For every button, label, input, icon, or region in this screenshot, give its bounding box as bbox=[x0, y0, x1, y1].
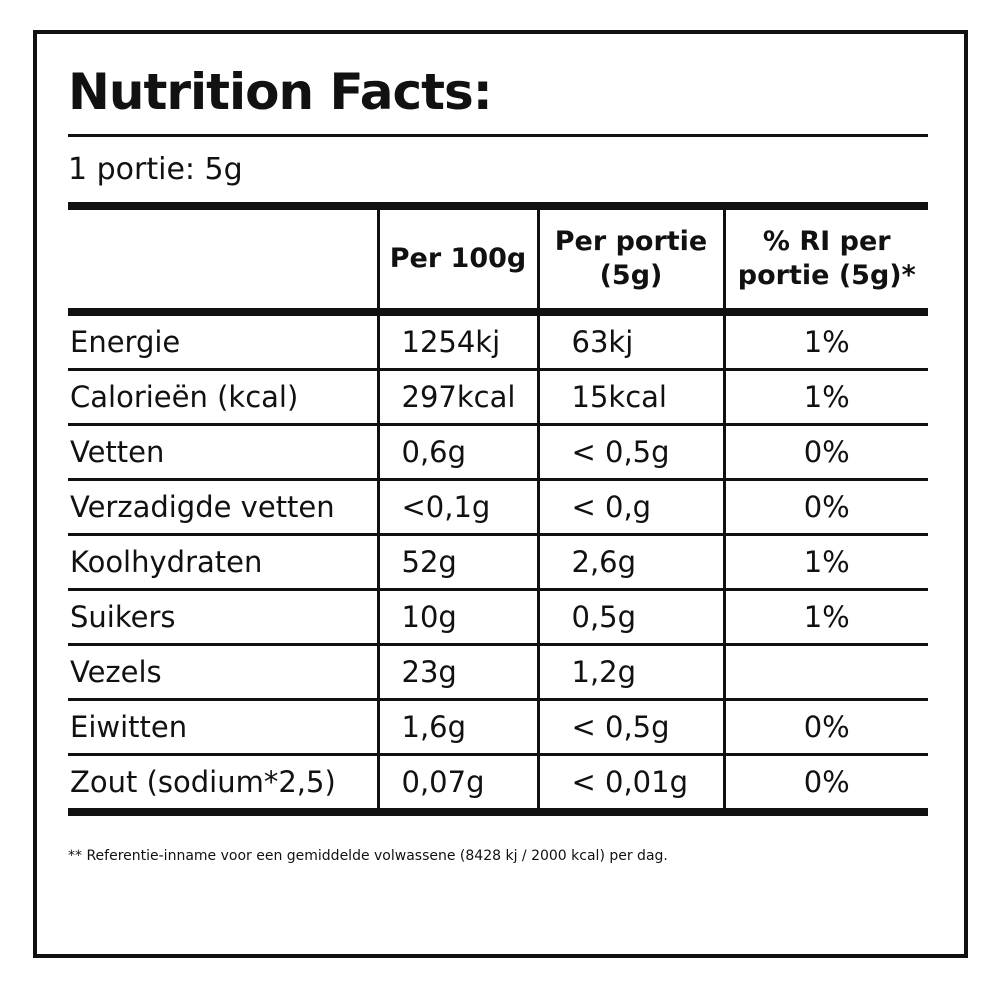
table-header-row: Per 100g Per portie (5g) % RI per portie… bbox=[68, 210, 928, 312]
table-row: Calorieën (kcal) 297kcal 15kcal 1% bbox=[68, 368, 928, 425]
value-per-portion: < 0,5g bbox=[536, 423, 724, 480]
value-per-100g: 10g bbox=[376, 588, 538, 645]
value-per-100g: 0,6g bbox=[376, 423, 538, 480]
value-per-portion: 1,2g bbox=[536, 643, 724, 700]
table-row: Zout (sodium*2,5) 0,07g < 0,01g 0% bbox=[68, 753, 928, 816]
nutrient-label: Koolhydraten bbox=[68, 533, 378, 590]
nutrient-label: Zout (sodium*2,5) bbox=[68, 753, 378, 816]
header-blank-cell bbox=[68, 210, 378, 312]
value-ri: 1% bbox=[722, 308, 928, 370]
value-per-portion: < 0,g bbox=[536, 478, 724, 535]
value-per-100g: 1,6g bbox=[376, 698, 538, 755]
header-ri-per-portion: % RI per portie (5g)* bbox=[722, 210, 928, 312]
value-ri: 1% bbox=[722, 588, 928, 645]
value-ri: 1% bbox=[722, 533, 928, 590]
page-title: Nutrition Facts: bbox=[68, 63, 493, 121]
nutrient-label: Verzadigde vetten bbox=[68, 478, 378, 535]
table-row: Vezels 23g 1,2g bbox=[68, 643, 928, 700]
value-ri: 0% bbox=[722, 698, 928, 755]
value-per-portion: 2,6g bbox=[536, 533, 724, 590]
value-per-100g: 297kcal bbox=[376, 368, 538, 425]
value-per-100g: 52g bbox=[376, 533, 538, 590]
header-per-portion: Per portie (5g) bbox=[536, 210, 724, 312]
table-row: Vetten 0,6g < 0,5g 0% bbox=[68, 423, 928, 480]
value-per-100g: 1254kj bbox=[376, 308, 538, 370]
table-row: Eiwitten 1,6g < 0,5g 0% bbox=[68, 698, 928, 755]
table-row: Verzadigde vetten <0,1g < 0,g 0% bbox=[68, 478, 928, 535]
nutrient-label: Vezels bbox=[68, 643, 378, 700]
value-ri: 0% bbox=[722, 423, 928, 480]
value-per-100g: <0,1g bbox=[376, 478, 538, 535]
table-top-divider bbox=[68, 202, 928, 210]
value-ri bbox=[722, 643, 928, 700]
value-per-portion: 15kcal bbox=[536, 368, 724, 425]
nutrient-label: Vetten bbox=[68, 423, 378, 480]
value-ri: 0% bbox=[722, 478, 928, 535]
nutrient-label: Energie bbox=[68, 308, 378, 370]
value-per-portion: < 0,01g bbox=[536, 753, 724, 816]
footnote: ** Referentie-inname voor een gemiddelde… bbox=[68, 848, 668, 864]
table-row: Koolhydraten 52g 2,6g 1% bbox=[68, 533, 928, 590]
serving-size: 1 portie: 5g bbox=[68, 152, 243, 187]
table-row: Suikers 10g 0,5g 1% bbox=[68, 588, 928, 645]
nutrient-label: Suikers bbox=[68, 588, 378, 645]
nutrient-label: Eiwitten bbox=[68, 698, 378, 755]
value-ri: 1% bbox=[722, 368, 928, 425]
title-divider bbox=[68, 134, 928, 137]
label-frame bbox=[33, 30, 968, 958]
nutrient-label: Calorieën (kcal) bbox=[68, 368, 378, 425]
value-per-portion: 0,5g bbox=[536, 588, 724, 645]
nutrition-table: Per 100g Per portie (5g) % RI per portie… bbox=[68, 210, 928, 816]
value-per-100g: 0,07g bbox=[376, 753, 538, 816]
value-per-portion: 63kj bbox=[536, 308, 724, 370]
value-ri: 0% bbox=[722, 753, 928, 816]
value-per-100g: 23g bbox=[376, 643, 538, 700]
table-row: Energie 1254kj 63kj 1% bbox=[68, 308, 928, 370]
value-per-portion: < 0,5g bbox=[536, 698, 724, 755]
header-per-100g: Per 100g bbox=[376, 210, 538, 312]
